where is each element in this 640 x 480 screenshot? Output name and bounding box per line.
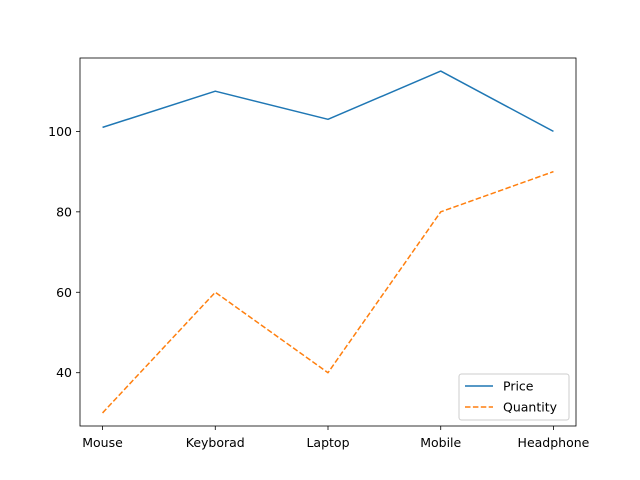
plot-frame [79,57,577,427]
x-tick-label: Headphone [518,435,590,450]
y-tick-label: 40 [56,365,72,380]
plot-area [79,57,577,427]
series-layer [102,70,554,414]
series-line-quantity [102,170,554,414]
y-tick-label: 100 [48,124,72,139]
y-axis: 40 60 80 100 [48,124,80,380]
legend-label-quantity: Quantity [503,400,558,415]
y-tick-label: 80 [56,204,72,219]
series-line-price [102,70,554,133]
x-tick-label: Mobile [420,435,461,450]
x-tick-label: Laptop [306,435,349,450]
x-tick-label: Mouse [82,435,123,450]
legend-label-price: Price [503,379,534,394]
x-axis: Mouse Keyborad Laptop Mobile Headphone [82,426,590,450]
x-tick-label: Keyborad [186,435,245,450]
y-tick-label: 60 [56,285,72,300]
legend: Price Quantity [458,373,570,421]
